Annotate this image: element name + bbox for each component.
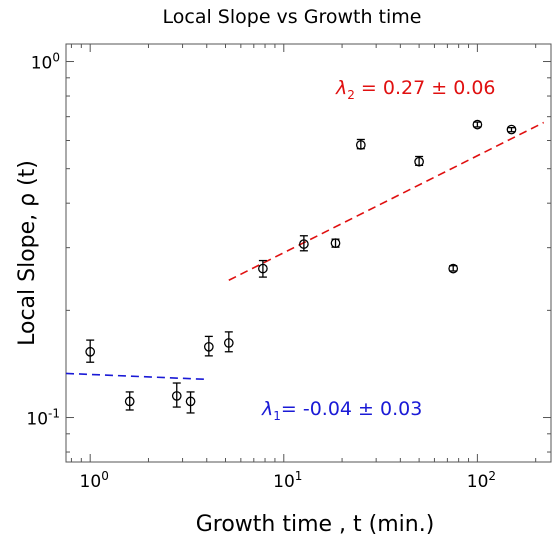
y-tick-label: 100 (31, 51, 60, 74)
data-point (472, 119, 483, 130)
data-point (299, 235, 309, 252)
slope-annotations: λ1= -0.04 ± 0.03 λ2 = 0.27 ± 0.06 (261, 77, 496, 423)
data-marker (85, 346, 96, 357)
data-marker (330, 238, 341, 248)
data-point (124, 391, 135, 411)
axis-ticks: 100 101 102 10-1 100 (26, 44, 551, 492)
chart-title: Local Slope vs Growth time (163, 6, 422, 28)
data-points (85, 119, 517, 414)
data-point (506, 124, 517, 135)
x-tick-label: 100 (80, 469, 109, 492)
data-marker (203, 341, 214, 352)
data-point (258, 259, 268, 278)
data-marker (355, 140, 366, 150)
data-marker (171, 391, 182, 401)
data-marker (506, 124, 517, 135)
data-marker (223, 338, 234, 348)
data-marker (414, 156, 424, 167)
y-tick-label: 10-1 (26, 407, 60, 430)
data-point (330, 238, 341, 248)
data-point (171, 382, 182, 408)
fit-line-lambda1 (65, 372, 207, 381)
x-tick-label: 102 (467, 469, 496, 492)
data-marker (258, 263, 268, 274)
data-marker (124, 396, 135, 407)
data-point (414, 155, 424, 167)
data-point (85, 339, 96, 363)
data-point (223, 331, 234, 353)
data-point (355, 138, 366, 150)
fit-line-lambda2 (228, 121, 545, 281)
annotation-1: λ1= -0.04 ± 0.03 (261, 398, 422, 423)
plot-frame (65, 43, 552, 463)
data-point (185, 391, 196, 414)
data-point (448, 263, 459, 274)
data-marker (448, 263, 459, 274)
data-marker (472, 119, 483, 130)
fit-lines (65, 121, 545, 381)
annotation-2: λ2 = 0.27 ± 0.06 (335, 77, 496, 102)
y-axis-label: Local Slope, ρ (t) (15, 160, 40, 346)
data-marker (185, 396, 196, 407)
data-marker (299, 239, 309, 249)
data-point (203, 335, 214, 357)
x-tick-label: 101 (273, 469, 302, 492)
x-axis-label: Growth time , t (min.) (196, 512, 435, 537)
